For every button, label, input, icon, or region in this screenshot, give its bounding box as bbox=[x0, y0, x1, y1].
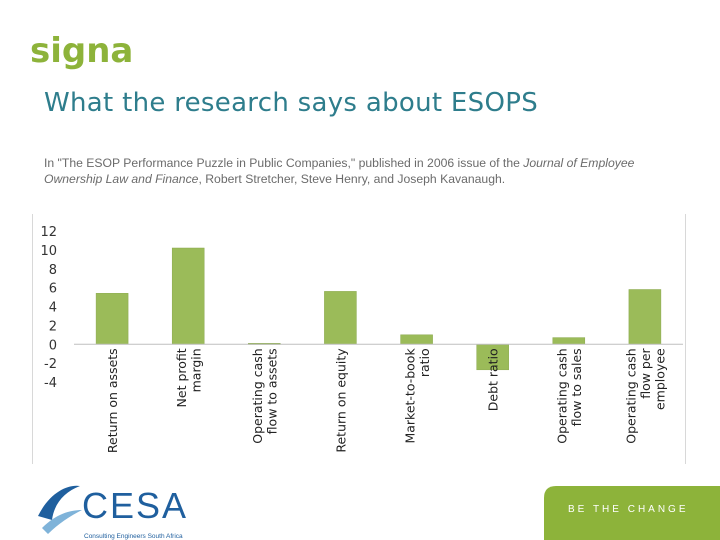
x-category-label-1-line-0: Net profit bbox=[174, 348, 189, 407]
x-category-label-4-line-0: Market-to-book bbox=[402, 348, 417, 444]
x-category-label-2: Operating cash flow to assets bbox=[250, 348, 280, 443]
bar-chart: 12 10 8 6 4 2 0 -2 -4 Return on assets Net profit m… bbox=[40, 225, 683, 453]
y-tick-label-1: 10 bbox=[40, 244, 57, 259]
x-category-label-4: Market-to-book ratio bbox=[402, 348, 432, 444]
x-category-label-6-line-0: Operating cash bbox=[555, 348, 570, 443]
citation-authors: , Robert Stretcher, Steve Henry, and Jos… bbox=[198, 172, 506, 186]
chart-frame: 12 10 8 6 4 2 0 -2 -4 Return on assets Net profit m… bbox=[32, 214, 686, 464]
bar-0 bbox=[95, 293, 129, 345]
slide-title: What the research says about ESOPS bbox=[44, 88, 538, 118]
cesa-logo: CESA Consulting Engineers South Africa bbox=[38, 485, 188, 540]
x-category-label-7-line-2: employee bbox=[652, 348, 667, 410]
y-tick-label-0: 12 bbox=[40, 225, 57, 240]
y-tick-label-4: 4 bbox=[49, 301, 57, 316]
x-category-label-2-line-1: flow to assets bbox=[265, 348, 280, 434]
bar-5 bbox=[476, 344, 509, 371]
citation-journal: Journal of Employee Ownership Law and Fi… bbox=[44, 156, 635, 186]
bar-7 bbox=[628, 289, 662, 345]
y-tick-label-5: 2 bbox=[49, 319, 57, 334]
x-category-label-7-line-0: Operating cash bbox=[623, 348, 638, 443]
x-category-label-3-line-0: Return on equity bbox=[333, 348, 348, 453]
x-category-label-6: Operating cash flow to sales bbox=[555, 348, 585, 443]
x-category-label-1: Net profit margin bbox=[174, 348, 204, 407]
x-category-label-2-line-0: Operating cash bbox=[250, 348, 265, 443]
y-tick-label-3: 6 bbox=[49, 282, 57, 297]
signa-logo-text: signa bbox=[30, 31, 133, 71]
x-category-label-7-line-1: flow per bbox=[638, 347, 653, 398]
x-category-label-3: Return on equity bbox=[333, 348, 348, 453]
cesa-swoosh-accent-icon bbox=[42, 510, 82, 534]
cesa-tagline: Consulting Engineers South Africa bbox=[84, 533, 183, 540]
cesa-swoosh-icon bbox=[38, 485, 80, 520]
bar-3 bbox=[324, 291, 357, 345]
footer-slogan: BE THE CHANGE bbox=[568, 504, 689, 515]
bar-6 bbox=[552, 337, 586, 345]
citation-text: In "The ESOP Performance Puzzle in Publi… bbox=[44, 155, 684, 187]
y-tick-label-2: 8 bbox=[49, 263, 57, 278]
x-category-label-0-line-0: Return on assets bbox=[105, 348, 120, 453]
x-category-label-5: Debt ratio bbox=[486, 348, 501, 411]
x-category-label-4-line-1: ratio bbox=[417, 348, 432, 377]
x-category-label-1-line-1: margin bbox=[189, 348, 204, 392]
x-category-label-7: Operating cash flow per employee bbox=[623, 347, 667, 443]
x-category-label-0: Return on assets bbox=[105, 348, 120, 453]
x-category-label-5-line-0: Debt ratio bbox=[486, 348, 501, 411]
citation-lead: In "The ESOP Performance Puzzle in Publi… bbox=[44, 156, 524, 170]
x-category-label-6-line-1: flow to sales bbox=[569, 348, 584, 426]
bar-4 bbox=[400, 334, 433, 345]
cesa-name: CESA bbox=[82, 485, 188, 526]
bar-1 bbox=[171, 247, 205, 345]
y-tick-label-6: 0 bbox=[49, 338, 57, 353]
be-the-change-band: BE THE CHANGE bbox=[544, 486, 720, 540]
y-tick-label-7: -2 bbox=[44, 357, 57, 372]
signa-logo: signa bbox=[30, 31, 133, 71]
y-tick-label-8: -4 bbox=[44, 376, 57, 391]
